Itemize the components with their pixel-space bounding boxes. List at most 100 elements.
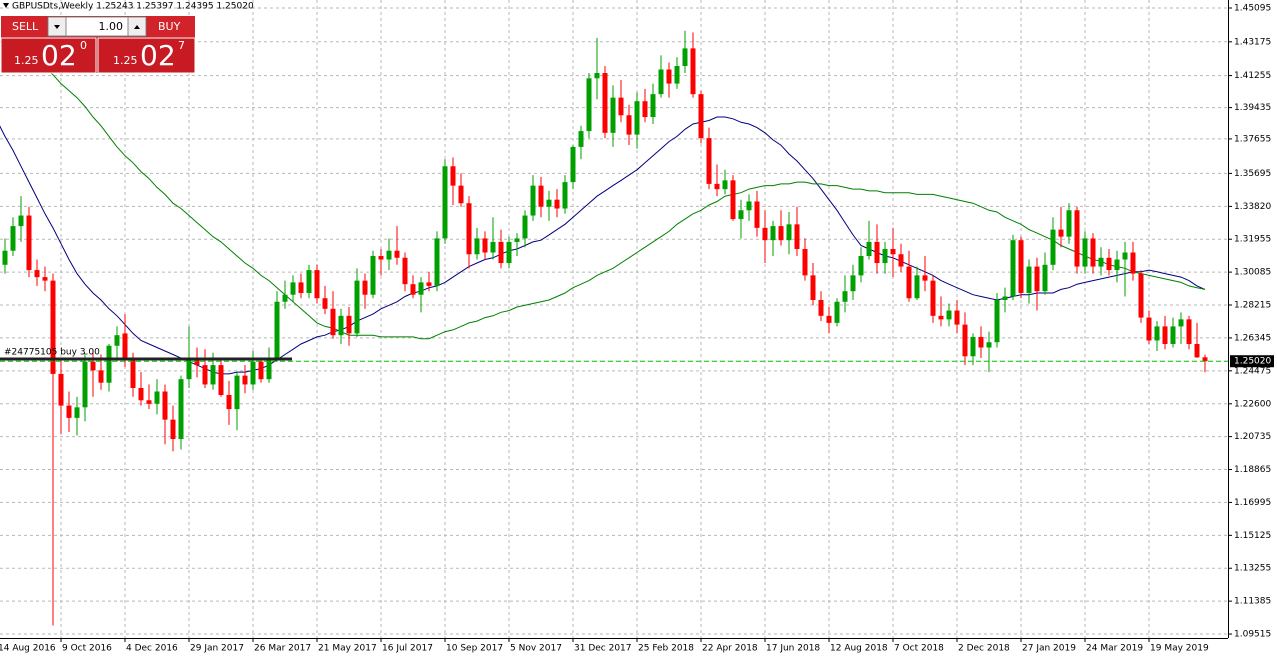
candle-body	[1098, 257, 1104, 267]
candle-body	[354, 280, 360, 334]
candle-body	[1170, 326, 1176, 344]
buy-button[interactable]	[147, 16, 195, 37]
candle-body	[378, 256, 384, 260]
candle-body	[706, 138, 712, 184]
bid-label: 1.25020	[1234, 357, 1271, 367]
candle-body	[386, 250, 392, 260]
y-tick-label: 1.09515	[1234, 630, 1271, 640]
candle-body	[914, 275, 920, 299]
candle-body	[738, 210, 744, 220]
x-tick-label: 16 Jul 2017	[382, 644, 433, 654]
candle-body	[186, 358, 192, 380]
candle-body	[370, 256, 376, 295]
candle-body	[1010, 240, 1016, 297]
candle-body	[330, 308, 336, 336]
candle-body	[106, 345, 112, 383]
candle-body	[754, 201, 760, 228]
candle-body	[514, 238, 520, 242]
candle-body	[1138, 273, 1144, 318]
candle-body	[1114, 259, 1120, 271]
candle-body	[1106, 257, 1112, 271]
y-tick-label: 1.26345	[1234, 333, 1271, 343]
candle-body	[578, 131, 584, 147]
y-tick-label: 1.20735	[1234, 432, 1271, 442]
candle-body	[762, 227, 768, 241]
y-tick-label: 1.37655	[1234, 134, 1271, 144]
candle-body	[1050, 229, 1056, 265]
y-tick-label: 1.43175	[1234, 37, 1271, 47]
candle-body	[770, 226, 776, 241]
candle-body	[250, 361, 256, 385]
candle-body	[554, 199, 560, 209]
sell-label[interactable]: SELL	[12, 20, 39, 33]
candle-body	[1058, 229, 1064, 237]
x-tick-label: 22 Apr 2018	[702, 644, 758, 654]
y-tick-label: 1.33820	[1234, 202, 1271, 212]
candle-body	[658, 69, 664, 95]
collapse-icon[interactable]	[3, 3, 9, 8]
x-tick-label: 19 May 2019	[1150, 644, 1209, 654]
candle-body	[290, 282, 296, 295]
candle-body	[450, 166, 456, 186]
candle-body	[1018, 240, 1024, 293]
candle-body	[602, 73, 608, 133]
bid-box[interactable]	[0, 37, 97, 74]
ask-point: 7	[178, 39, 185, 52]
candle-body	[714, 183, 720, 190]
candle-body	[346, 315, 352, 334]
sell-button[interactable]	[1, 16, 47, 37]
candle-body	[874, 241, 880, 264]
candle-body	[826, 315, 832, 323]
y-tick-label: 1.15125	[1234, 531, 1271, 541]
candle-body	[490, 241, 496, 253]
candle-body	[178, 379, 184, 439]
candle-body	[938, 315, 944, 320]
x-tick-label: 9 Oct 2016	[62, 644, 112, 654]
candle-body	[530, 185, 536, 216]
candle-body	[1202, 357, 1208, 362]
x-tick-label: 10 Sep 2017	[446, 644, 503, 654]
y-tick-label: 1.28215	[1234, 301, 1271, 311]
candle-body	[794, 224, 800, 249]
candle-body	[298, 282, 304, 293]
volume-value[interactable]: 1.00	[99, 20, 124, 33]
candle-body	[594, 73, 600, 79]
candle-body	[690, 48, 696, 95]
candle-body	[202, 365, 208, 385]
buy-label[interactable]: BUY	[158, 20, 181, 33]
ask-box[interactable]	[97, 37, 196, 74]
candle-body	[434, 238, 440, 286]
candle-body	[906, 266, 912, 299]
candle-body	[482, 238, 488, 253]
candle-body	[1042, 264, 1048, 292]
candle-body	[266, 358, 272, 380]
x-tick-label: 4 Dec 2016	[126, 644, 178, 654]
candle-body	[122, 333, 128, 360]
y-tick-label: 1.45095	[1234, 4, 1271, 14]
candle-body	[1090, 238, 1096, 267]
x-tick-label: 27 Jan 2019	[1022, 644, 1076, 654]
candle-body	[898, 254, 904, 267]
y-tick-label: 1.13255	[1234, 564, 1271, 574]
grid-layer	[0, 0, 1228, 638]
candle-body	[34, 270, 40, 278]
x-tick-label: 25 Feb 2018	[638, 644, 694, 654]
candle-body	[610, 97, 616, 133]
candle-body	[66, 405, 72, 418]
candle-body	[570, 146, 576, 183]
candle-body	[322, 298, 328, 309]
symbol-info: GBPUSDts,Weekly 1.25243 1.25397 1.24395 …	[12, 2, 254, 12]
candle-body	[282, 294, 288, 302]
candle-body	[1154, 326, 1160, 341]
candle-body	[1066, 210, 1072, 237]
candle-body	[778, 226, 784, 241]
candle-body	[218, 365, 224, 396]
candle-body	[546, 199, 552, 207]
candle-body	[922, 275, 928, 281]
candle-body	[802, 248, 808, 276]
candle-body	[474, 238, 480, 255]
y-tick-label: 1.39435	[1234, 103, 1271, 113]
candle-body	[506, 241, 512, 264]
candle-body	[362, 280, 368, 295]
